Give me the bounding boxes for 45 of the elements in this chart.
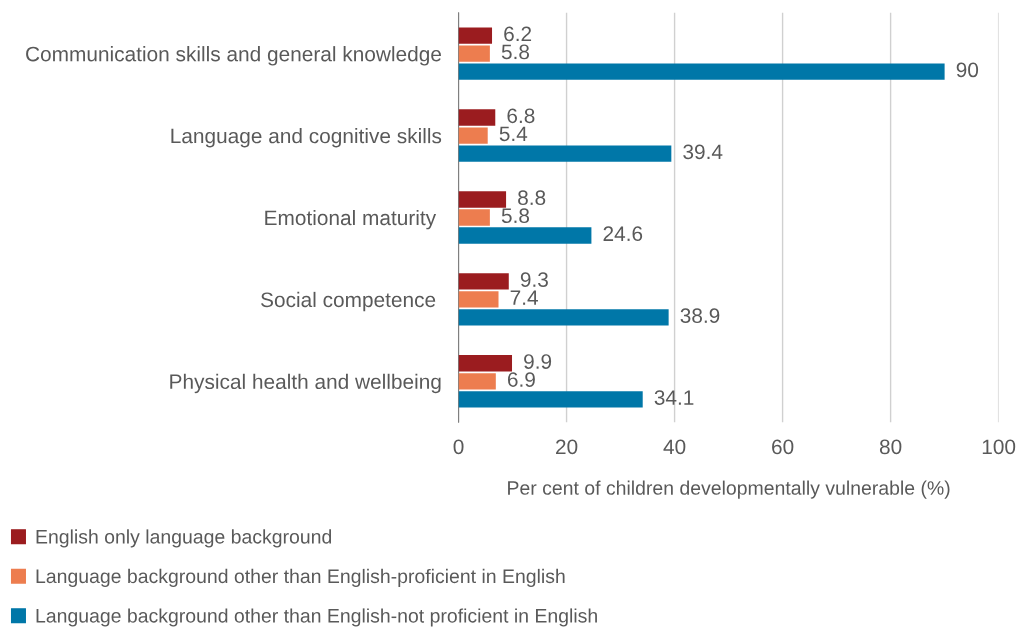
y-tick-label: Language and cognitive skills bbox=[171, 128, 442, 148]
y-tick-label: Emotional maturity bbox=[265, 209, 437, 230]
data-label: 39.4 bbox=[683, 144, 723, 160]
bar bbox=[458, 27, 493, 44]
data-label: 6.8 bbox=[507, 108, 535, 124]
data-label: 38.9 bbox=[680, 308, 720, 324]
legend-label: Language background other than English-not proficient in English bbox=[36, 608, 597, 627]
bar bbox=[458, 127, 488, 144]
bar bbox=[458, 109, 496, 126]
data-label: 24.6 bbox=[603, 226, 643, 242]
data-label: 6.9 bbox=[507, 372, 535, 387]
x-tick-label: 60 bbox=[772, 439, 794, 455]
data-label: 5.8 bbox=[501, 208, 530, 224]
legend-label: Language background other than English-proficient in English bbox=[36, 568, 565, 587]
y-tick-label: Social competence bbox=[261, 291, 436, 312]
data-label: 9.3 bbox=[520, 272, 548, 287]
bar bbox=[458, 355, 513, 372]
data-label: 5.8 bbox=[501, 44, 530, 60]
bar bbox=[458, 227, 592, 244]
data-label: 5.4 bbox=[499, 126, 528, 142]
data-label: 90 bbox=[956, 62, 979, 78]
bar bbox=[458, 291, 499, 308]
bar bbox=[458, 391, 643, 408]
bar bbox=[458, 63, 945, 80]
bar bbox=[458, 209, 490, 226]
bar bbox=[458, 45, 490, 62]
data-label: 7.4 bbox=[510, 290, 538, 305]
data-label: 9.9 bbox=[524, 354, 552, 369]
data-label: 34.1 bbox=[654, 390, 694, 405]
y-tick-label: Physical health and wellbeing bbox=[170, 373, 441, 394]
bar bbox=[458, 145, 672, 162]
x-tick-label: 100 bbox=[982, 439, 1016, 455]
data-label: 8.8 bbox=[518, 190, 546, 206]
data-label: 6.2 bbox=[504, 26, 532, 42]
x-tick-label: 40 bbox=[663, 439, 686, 455]
x-axis-title: Per cent of children developmentally vulnerable (%) bbox=[508, 480, 950, 499]
bar bbox=[458, 273, 509, 290]
bar bbox=[458, 373, 496, 390]
y-tick-label: Communication skills and general knowledge bbox=[26, 46, 441, 66]
x-tick-label: 80 bbox=[879, 439, 902, 455]
x-tick-label: 0 bbox=[453, 439, 464, 455]
bar bbox=[458, 191, 507, 208]
bar bbox=[458, 309, 669, 326]
legend-label: English only language background bbox=[36, 529, 332, 548]
x-tick-label: 20 bbox=[556, 439, 578, 455]
